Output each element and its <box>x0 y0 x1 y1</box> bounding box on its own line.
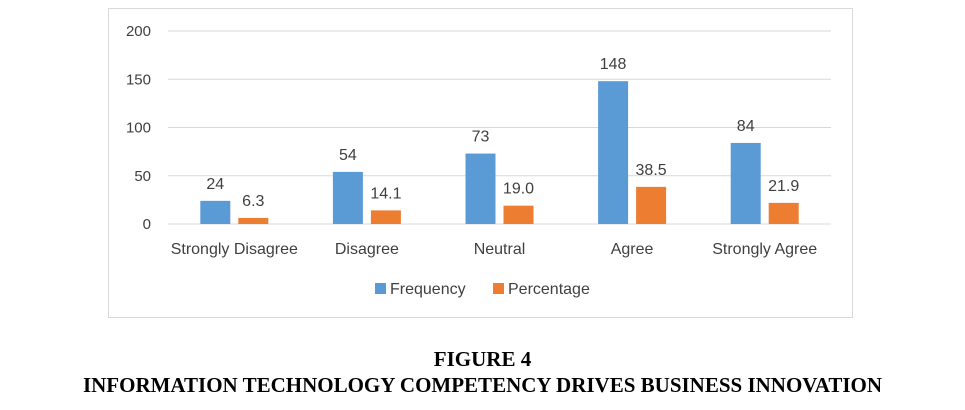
legend-label: Frequency <box>390 281 466 298</box>
category-label: Strongly Agree <box>712 241 817 258</box>
legend-swatch-frequency <box>375 283 386 294</box>
bars <box>200 81 799 225</box>
y-tick-label: 200 <box>126 23 151 40</box>
data-label: 148 <box>600 56 627 73</box>
data-label: 38.5 <box>636 162 667 179</box>
y-tick-label: 150 <box>126 71 151 88</box>
category-label: Agree <box>611 241 654 258</box>
figure-caption: FIGURE 4 INFORMATION TECHNOLOGY COMPETEN… <box>0 346 965 398</box>
legend: Frequency Percentage <box>375 281 590 298</box>
y-axis-ticks: 0 50 100 150 200 <box>126 23 151 233</box>
category-labels: Strongly Disagree Disagree Neutral Agree Str… <box>171 241 818 258</box>
data-label: 84 <box>737 118 755 135</box>
legend-swatch-percentage <box>493 283 504 294</box>
bar-frequency <box>200 200 231 224</box>
data-labels: 24 6.3 54 14.1 73 19.0 148 38.5 84 21.9 <box>206 56 799 210</box>
figure-title: INFORMATION TECHNOLOGY COMPETENCY DRIVES… <box>82 373 883 397</box>
data-label: 73 <box>472 129 490 146</box>
y-tick-label: 0 <box>143 216 151 233</box>
gridlines <box>168 30 831 225</box>
data-label: 21.9 <box>768 178 799 195</box>
data-label: 19.0 <box>503 181 534 198</box>
data-label: 14.1 <box>370 185 401 202</box>
figure-number: FIGURE 4 <box>433 347 532 371</box>
bar-frequency <box>598 81 629 225</box>
bar-percentage <box>768 202 799 224</box>
bar-percentage <box>636 186 667 224</box>
bar-percentage <box>503 205 534 224</box>
data-label: 24 <box>206 176 224 193</box>
y-tick-label: 100 <box>126 120 151 137</box>
category-label: Strongly Disagree <box>171 241 298 258</box>
bar-percentage <box>370 210 401 224</box>
data-label: 6.3 <box>242 193 264 210</box>
bar-percentage <box>238 217 269 224</box>
category-label: Disagree <box>335 241 399 258</box>
bar-frequency <box>332 171 363 224</box>
bar-frequency <box>465 153 496 224</box>
legend-label: Percentage <box>508 281 590 298</box>
category-label: Neutral <box>474 241 526 258</box>
chart-frame: 0 50 100 150 200 24 6.3 54 14.1 73 19.0 148 38.5 84 2… <box>108 8 853 318</box>
data-label: 54 <box>339 147 357 164</box>
bar-frequency <box>730 142 761 224</box>
y-tick-label: 50 <box>134 168 151 185</box>
